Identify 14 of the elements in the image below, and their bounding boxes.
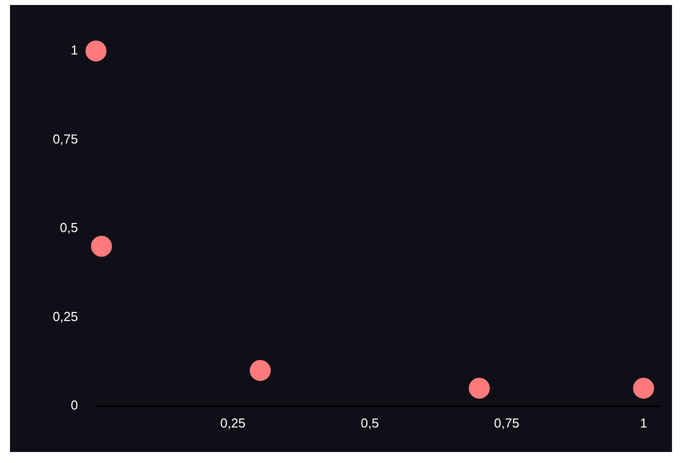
x-tick-label: 0,5 — [360, 415, 379, 430]
point — [90, 236, 112, 257]
point — [633, 378, 654, 399]
y-tick-label: 0 — [70, 398, 78, 413]
x-tick-label: 0,75 — [494, 415, 520, 430]
x-tick-label: 1 — [640, 415, 648, 430]
point — [250, 360, 271, 381]
y-tick-label: 0,75 — [52, 131, 78, 146]
y-tick-label: 1 — [70, 42, 78, 58]
point — [86, 40, 106, 62]
y-tick-label: 0,25 — [52, 308, 78, 324]
x-tick-label: 0,25 — [220, 415, 246, 430]
point — [468, 378, 490, 399]
y-tick-label: 0,5 — [60, 220, 78, 236]
